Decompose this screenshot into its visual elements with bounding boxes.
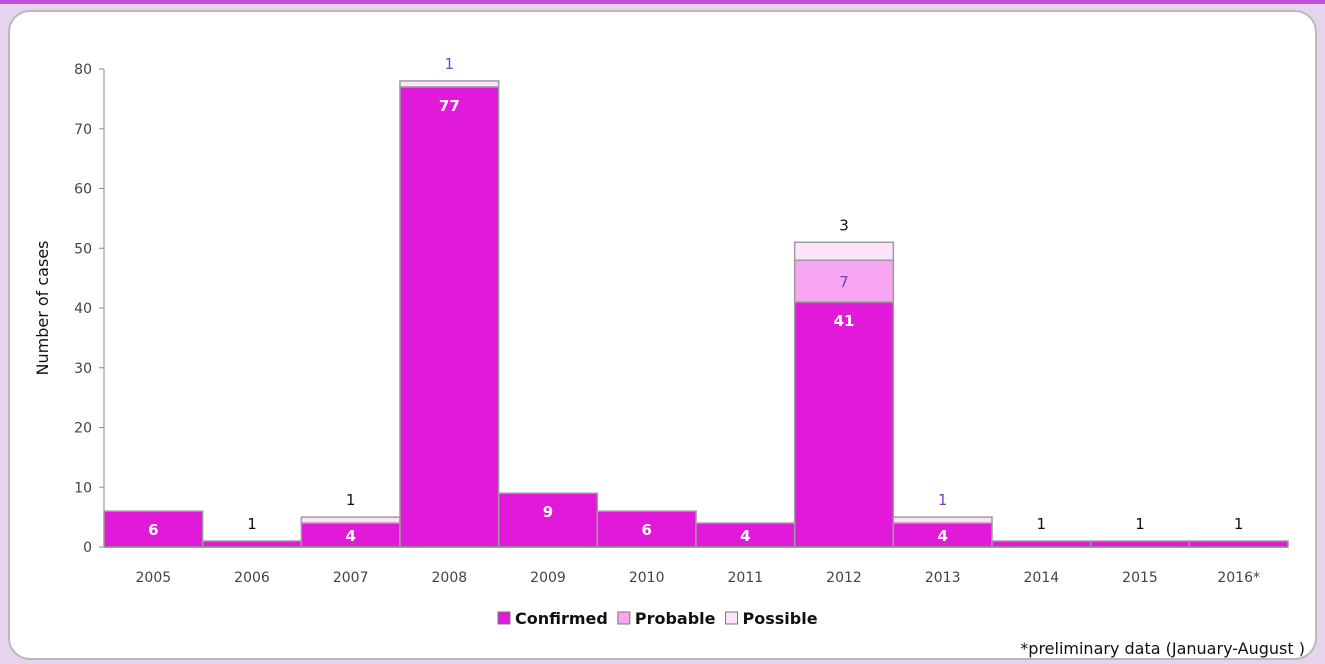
legend-swatch-probable — [617, 611, 631, 625]
data-label: 4 — [345, 527, 355, 545]
y-tick-label: 30 — [74, 361, 92, 377]
legend-swatch-confirmed — [497, 611, 511, 625]
legend-label-possible: Possible — [743, 609, 818, 628]
bar-possible-2007 — [300, 516, 401, 524]
bar-possible-2008 — [399, 80, 500, 88]
data-label: 1 — [445, 55, 455, 73]
bar-confirmed-2015 — [1089, 540, 1191, 548]
bar-confirmed-2006 — [201, 540, 303, 548]
data-label: 1 — [1234, 515, 1244, 533]
data-label: 9 — [543, 503, 553, 521]
top-accent-strip — [0, 0, 1325, 4]
x-tick-label: 2015 — [1122, 570, 1158, 586]
x-tick-label: 2007 — [333, 570, 369, 586]
data-label: 1 — [1037, 515, 1047, 533]
y-tick-label: 40 — [74, 301, 92, 317]
x-tick-label: 2010 — [629, 570, 665, 586]
y-tick-label: 10 — [74, 480, 92, 496]
bar-possible-2012 — [793, 241, 895, 261]
x-tick-label: 2005 — [136, 570, 172, 586]
bar-confirmed-2012 — [793, 301, 895, 548]
legend-label-confirmed: Confirmed — [515, 609, 608, 628]
x-tick-label: 2006 — [234, 570, 270, 586]
data-label: 7 — [839, 273, 849, 291]
x-tick-label: 2014 — [1024, 570, 1060, 586]
x-tick-label: 2009 — [530, 570, 566, 586]
data-label: 4 — [937, 527, 947, 545]
y-axis-label: Number of cases — [33, 241, 52, 376]
data-label: 1 — [1135, 515, 1145, 533]
bar-possible-2013 — [892, 516, 993, 524]
data-label: 41 — [834, 312, 855, 330]
y-tick-label: 70 — [74, 122, 92, 138]
y-tick-label: 0 — [83, 540, 92, 556]
data-label: 77 — [439, 97, 460, 115]
legend-swatch-possible — [725, 611, 739, 625]
y-tick-label: 60 — [74, 182, 92, 198]
x-tick-label: 2012 — [826, 570, 862, 586]
data-label: 1 — [346, 491, 356, 509]
bar-confirmed-2008 — [399, 86, 500, 548]
y-tick-label: 80 — [74, 62, 92, 78]
y-tick-label: 50 — [74, 241, 92, 257]
x-tick-label: 2013 — [925, 570, 961, 586]
data-label: 1 — [938, 491, 948, 509]
data-label: 1 — [247, 515, 257, 533]
x-tick-label: 2011 — [728, 570, 764, 586]
bar-confirmed-2014 — [991, 540, 1092, 548]
bar-probable-2012 — [793, 259, 895, 303]
data-label: 3 — [839, 216, 849, 234]
data-label: 6 — [148, 521, 158, 539]
data-label: 6 — [641, 521, 651, 539]
chart-frame — [8, 10, 1317, 660]
bar-confirmed-2005 — [103, 510, 204, 548]
x-tick-label: 2016* — [1217, 570, 1260, 586]
data-label: 4 — [740, 527, 750, 545]
footnote: *preliminary data (January-August ) — [1020, 639, 1305, 658]
legend-label-probable: Probable — [635, 609, 716, 628]
y-tick-label: 20 — [74, 421, 92, 437]
x-tick-label: 2008 — [432, 570, 468, 586]
bar-confirmed-2016 — [1188, 540, 1289, 548]
